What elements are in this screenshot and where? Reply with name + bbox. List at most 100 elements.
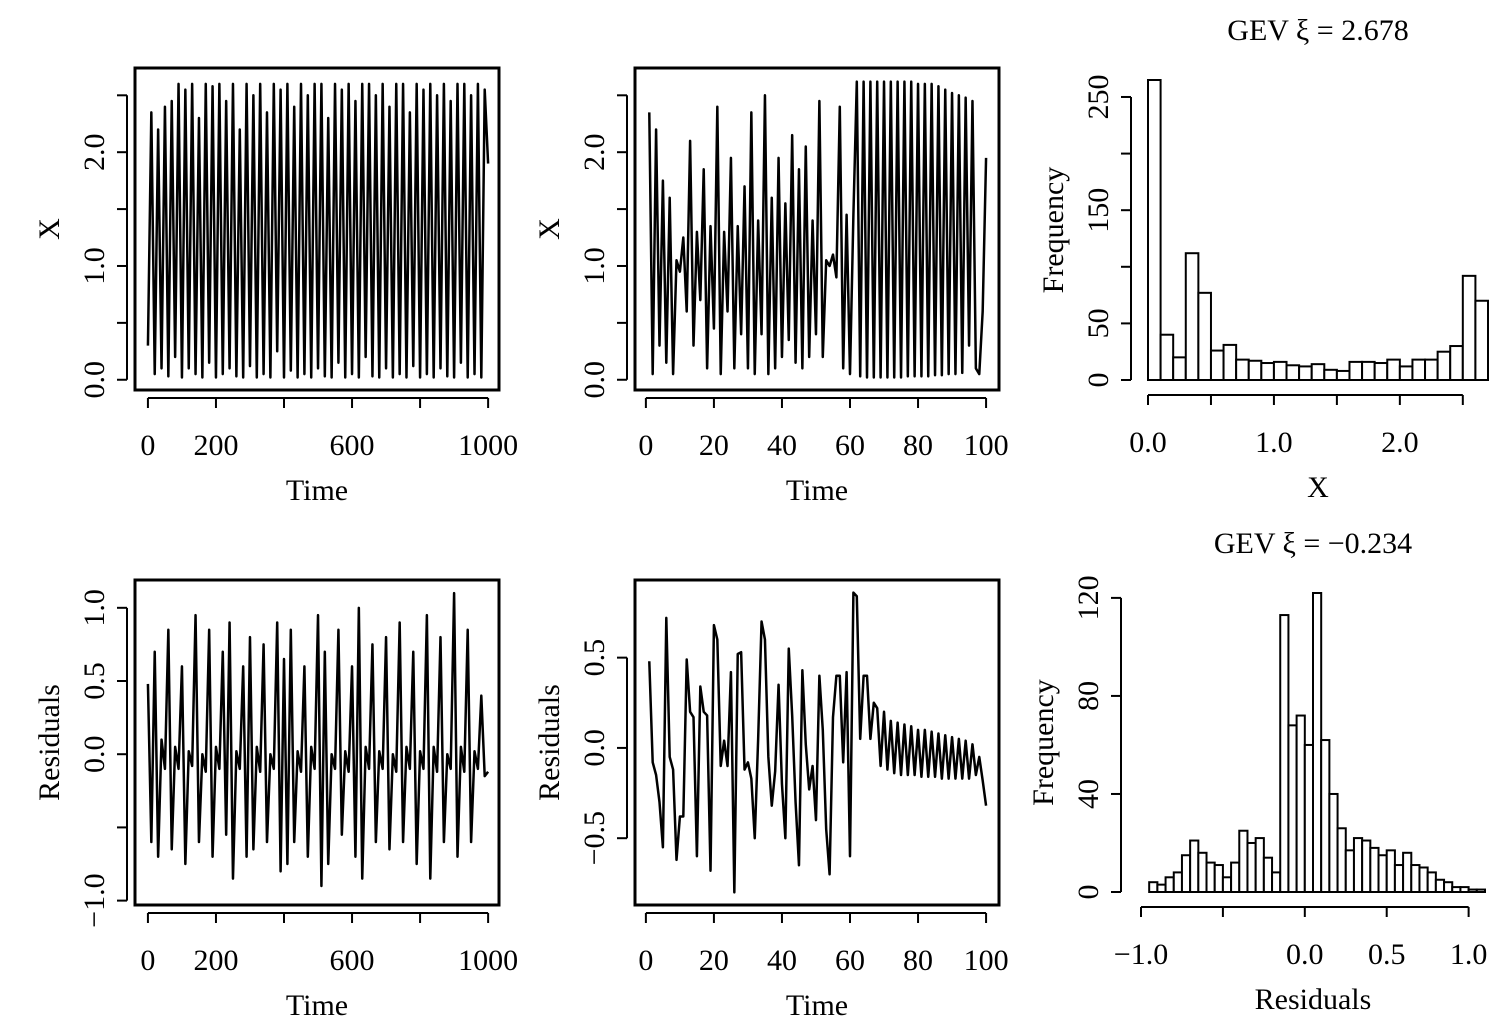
- histogram-bar: [1451, 886, 1462, 894]
- x-axis-label: Time: [786, 474, 848, 507]
- histogram-bar: [1361, 360, 1376, 381]
- y-tick-label: 0: [1072, 885, 1105, 900]
- x-tick-label: 0: [638, 944, 653, 977]
- x-tick-label: 1.0: [1255, 426, 1293, 459]
- histogram-bar: [1285, 364, 1301, 382]
- plot-box: [133, 578, 501, 907]
- histogram-bar: [1461, 274, 1477, 381]
- histogram-bar: [1197, 291, 1212, 382]
- x-tick-label: 40: [767, 944, 797, 977]
- histogram-bar: [1180, 854, 1192, 894]
- y-axis-label: Frequency: [1027, 679, 1060, 806]
- histogram-bar: [1271, 871, 1282, 893]
- histogram-bar: [1159, 333, 1175, 381]
- y-tick-label: 1.0: [78, 247, 111, 285]
- data-line: [648, 80, 988, 379]
- histogram-bar: [1348, 360, 1364, 381]
- histogram-bar: [1361, 839, 1372, 893]
- y-axis-label: Frequency: [1037, 167, 1070, 294]
- histogram-bar: [1205, 861, 1216, 893]
- histogram-bar: [1402, 851, 1413, 893]
- x-tick-label: 20: [699, 429, 729, 462]
- y-axis-label: X: [33, 218, 66, 240]
- histogram-bar: [1156, 883, 1167, 893]
- histogram-bar: [1335, 369, 1351, 381]
- y-tick-label: 0.0: [578, 729, 611, 767]
- histogram-bar: [1459, 886, 1470, 894]
- data-line: [648, 591, 988, 894]
- histogram-bar: [1443, 881, 1454, 893]
- panel-title: GEV ξ = −0.234: [1214, 527, 1412, 560]
- histogram-bar: [1222, 343, 1238, 382]
- data-line: [146, 82, 490, 379]
- x-tick-label: 200: [193, 429, 238, 462]
- y-tick-label: −0.5: [578, 811, 611, 865]
- histogram-bar: [1449, 345, 1464, 382]
- plot-box: [633, 578, 1001, 907]
- histogram-bar: [1373, 362, 1389, 381]
- histogram-bar: [1424, 358, 1439, 382]
- histogram-bar: [1323, 368, 1338, 381]
- y-tick-label: 0.0: [578, 361, 611, 399]
- histogram-bar: [1235, 358, 1250, 382]
- histogram-bar: [1238, 829, 1249, 893]
- histogram-bar: [1287, 724, 1298, 893]
- x-tick-label: 80: [903, 429, 933, 462]
- x-tick-label: 600: [330, 429, 375, 462]
- y-tick-label: 0.5: [578, 639, 611, 677]
- x-tick-label: 2.0: [1381, 426, 1419, 459]
- y-tick-label: 2.0: [78, 133, 111, 171]
- histogram-bar: [1475, 888, 1487, 894]
- x-tick-label: 200: [193, 944, 238, 977]
- histogram-bar: [1148, 881, 1159, 893]
- histogram-bar: [1328, 792, 1339, 894]
- x-tick-label: 100: [964, 429, 1009, 462]
- histogram-bar: [1411, 358, 1427, 382]
- y-tick-label: 0.0: [78, 361, 111, 399]
- x-axis-label: Time: [786, 989, 848, 1022]
- x-tick-label: 60: [835, 944, 865, 977]
- histogram-bar: [1426, 871, 1437, 893]
- plot-box: [133, 66, 501, 392]
- histogram-bar: [1246, 841, 1257, 893]
- x-axis-label: X: [1307, 471, 1329, 504]
- x-tick-label: 0.5: [1368, 938, 1406, 971]
- x-tick-label: 1.0: [1450, 938, 1488, 971]
- x-axis-label: Residuals: [1255, 983, 1372, 1016]
- x-tick-label: −1.0: [1114, 938, 1168, 971]
- histogram-bar: [1272, 360, 1288, 381]
- histogram-bar: [1410, 864, 1421, 893]
- histogram-bar: [1295, 714, 1306, 893]
- y-tick-label: 1.0: [578, 247, 611, 285]
- y-tick-label: 0: [1082, 373, 1115, 388]
- data-line: [146, 591, 490, 888]
- x-tick-label: 0.0: [1129, 426, 1167, 459]
- x-tick-label: 100: [964, 944, 1009, 977]
- plot-box: [633, 66, 1001, 392]
- panel-title: GEV ξ = 2.678: [1227, 14, 1408, 47]
- histogram-bar: [1352, 837, 1364, 894]
- x-tick-label: 0: [140, 944, 155, 977]
- histogram-bar: [1398, 365, 1414, 382]
- histogram-bar: [1221, 876, 1233, 894]
- histogram-bar: [1197, 851, 1208, 893]
- y-axis-label: Residuals: [33, 684, 66, 801]
- y-tick-label: 1.0: [78, 589, 111, 627]
- x-tick-label: 1000: [458, 944, 518, 977]
- x-axis-label: Time: [286, 989, 348, 1022]
- x-tick-label: 1000: [458, 429, 518, 462]
- y-tick-label: 50: [1082, 308, 1115, 338]
- histogram-bar: [1230, 861, 1241, 893]
- histogram-bar: [1312, 592, 1323, 893]
- histogram-bar: [1164, 876, 1175, 894]
- y-tick-label: 0.5: [78, 662, 111, 700]
- histogram-bar: [1418, 866, 1429, 894]
- histogram-bar: [1320, 739, 1331, 894]
- histogram-bar: [1393, 864, 1405, 893]
- x-tick-label: 40: [767, 429, 797, 462]
- x-axis-label: Time: [286, 474, 348, 507]
- y-tick-label: 2.0: [578, 133, 611, 171]
- y-tick-label: −1.0: [78, 873, 111, 927]
